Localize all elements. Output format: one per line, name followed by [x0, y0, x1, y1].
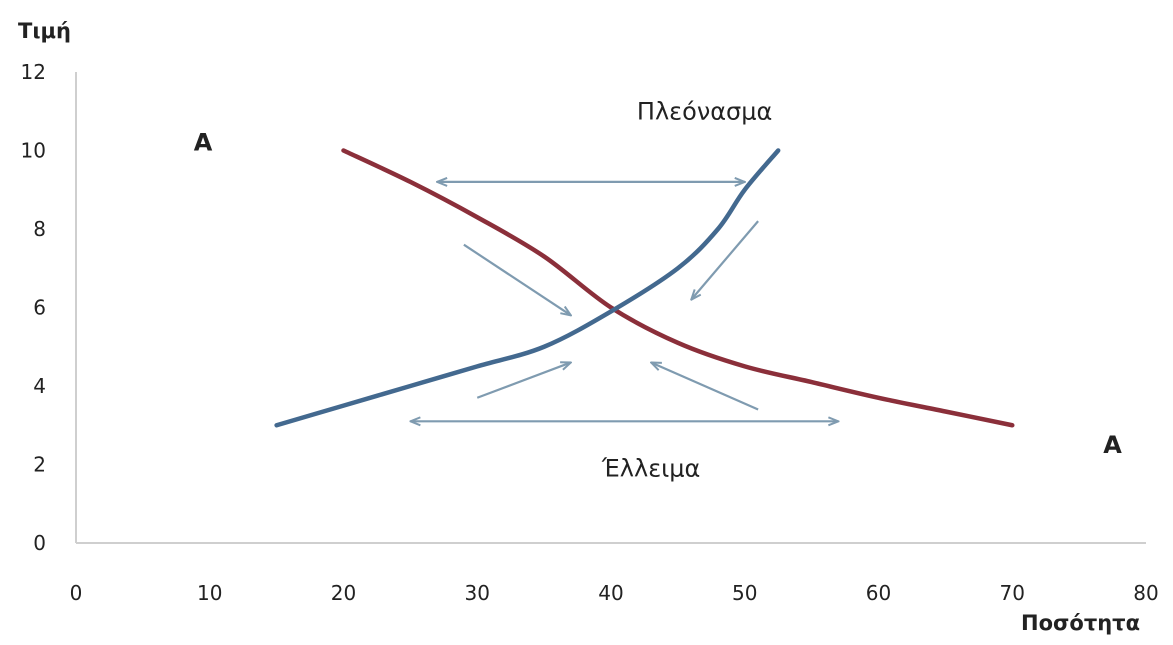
x-axis-title: Ποσότητα — [1021, 611, 1140, 635]
x-tick-label-80: 80 — [1133, 581, 1158, 605]
annotation-surplus: Πλεόνασμα — [637, 97, 772, 125]
y-tick-label-6: 6 — [33, 296, 46, 320]
series-layer — [274, 148, 1015, 428]
x-tick-label-30: 30 — [465, 581, 490, 605]
x-tick-label-50: 50 — [732, 581, 757, 605]
x-tick-label-0: 0 — [70, 581, 83, 605]
arrow-5 — [651, 362, 759, 411]
y-tick-label-2: 2 — [33, 453, 46, 477]
y-axis-title: Τιμή — [18, 19, 71, 43]
annotation-letter-a-left: Α — [194, 129, 213, 157]
y-tick-label-12: 12 — [21, 60, 46, 84]
y-tick-labels: 0 2 4 6 8 10 12 — [21, 60, 46, 555]
arrows-layer — [410, 182, 838, 421]
demand-curve — [341, 148, 1015, 428]
x-tick-labels: 0 10 20 30 40 50 60 70 80 — [70, 581, 1159, 605]
arrow-3 — [691, 220, 759, 300]
annotation-letter-a-right: Α — [1103, 431, 1122, 459]
arrow-2 — [463, 243, 571, 316]
x-tick-label-60: 60 — [866, 581, 891, 605]
y-tick-label-10: 10 — [21, 139, 46, 163]
arrow-4 — [476, 362, 571, 399]
annotation-shortage: Έλλειμα — [601, 454, 701, 482]
x-tick-label-70: 70 — [1000, 581, 1025, 605]
supply-curve — [274, 148, 781, 428]
y-tick-label-8: 8 — [33, 217, 46, 241]
y-tick-label-0: 0 — [33, 531, 46, 555]
x-tick-label-10: 10 — [197, 581, 222, 605]
y-tick-label-4: 4 — [33, 374, 46, 398]
x-tick-label-40: 40 — [598, 581, 623, 605]
x-tick-label-20: 20 — [331, 581, 356, 605]
